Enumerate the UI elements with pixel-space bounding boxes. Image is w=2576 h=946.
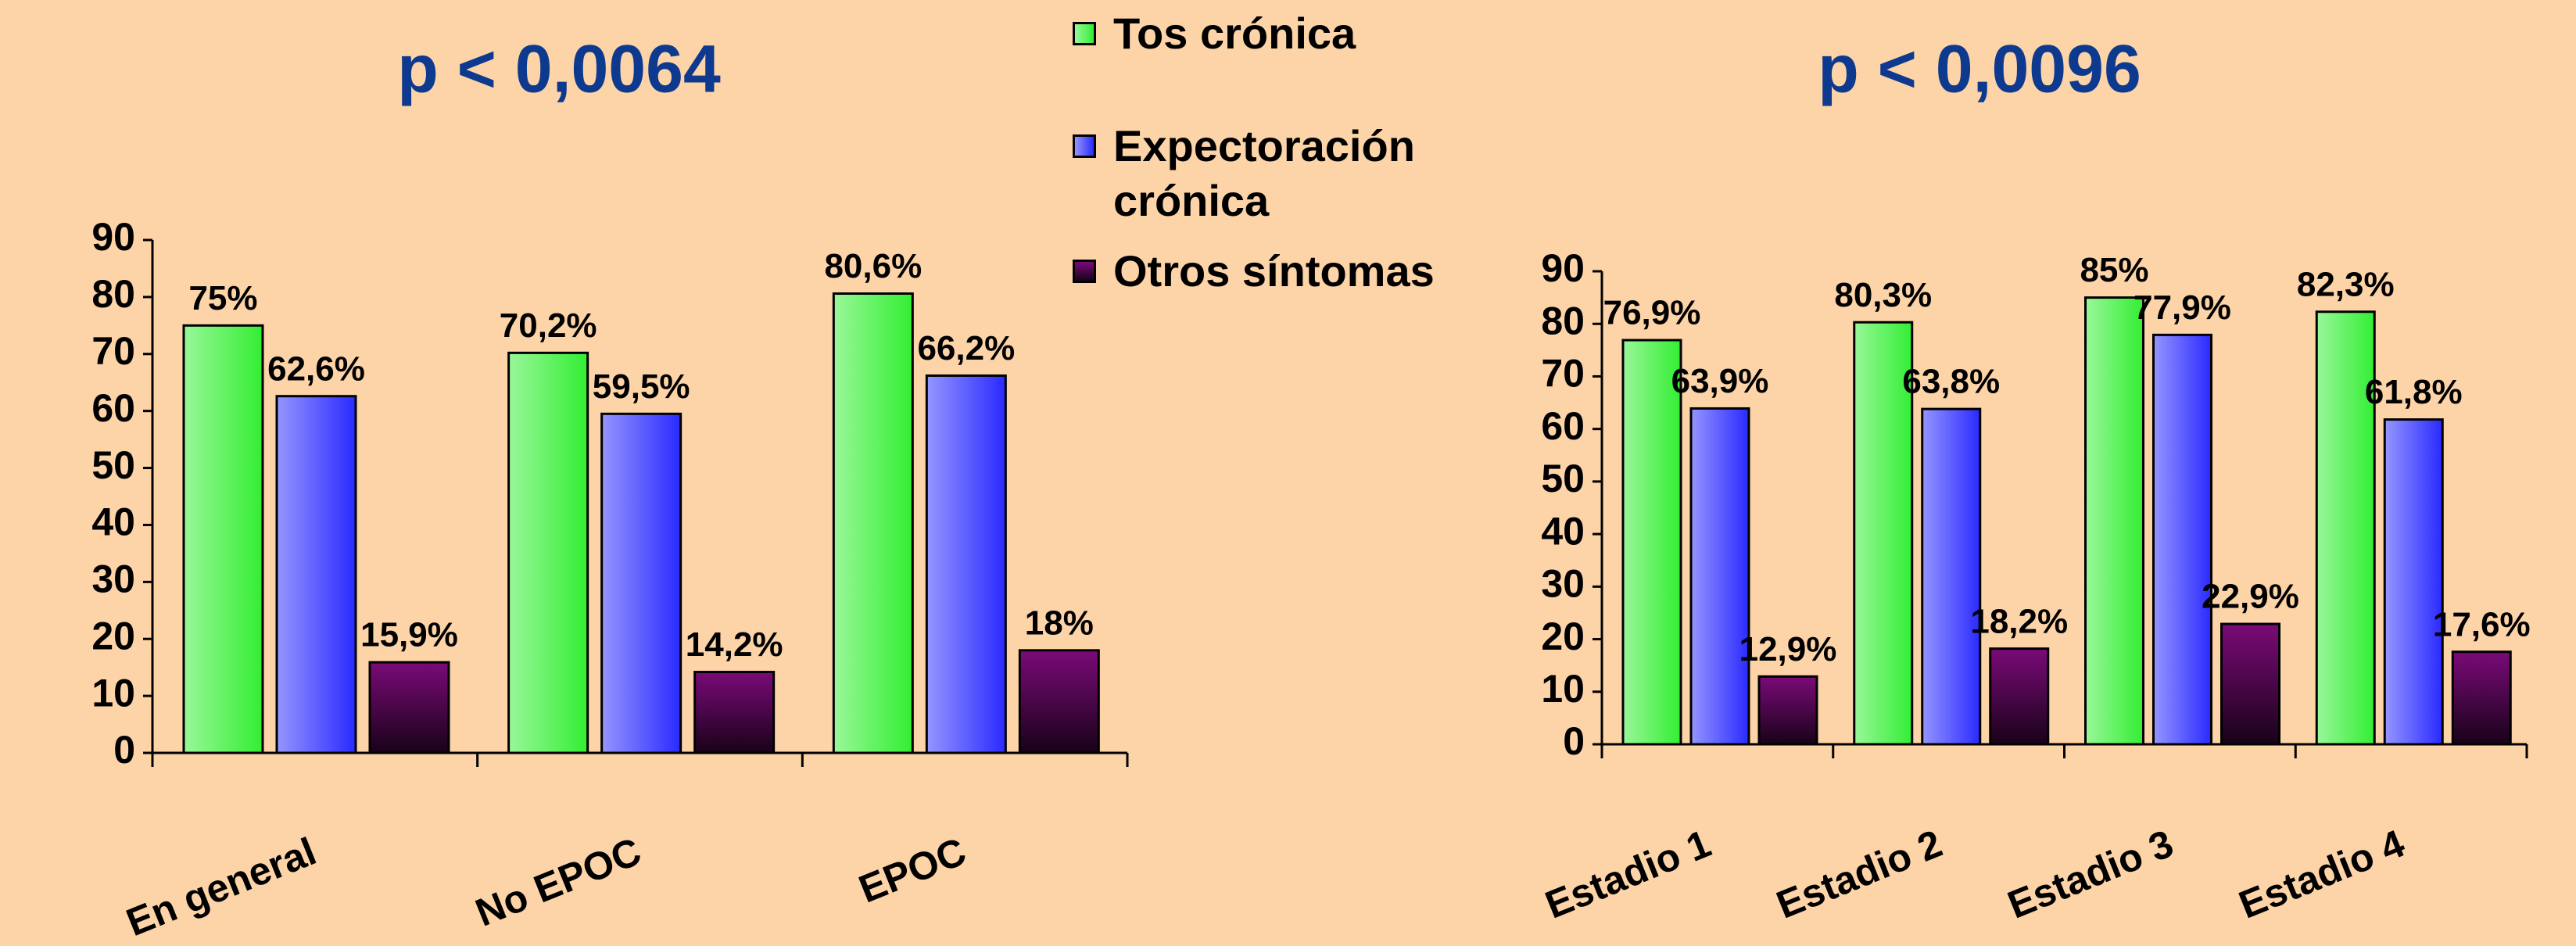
x-tick-label: Estadio 1 xyxy=(1539,822,1717,927)
bar xyxy=(1621,339,1682,746)
value-label: 18% xyxy=(1025,604,1094,642)
bar xyxy=(507,351,589,754)
legend-swatch xyxy=(1073,22,1096,45)
y-tick-label: 60 xyxy=(91,386,135,430)
value-label: 82,3% xyxy=(2297,265,2395,303)
bar xyxy=(1689,407,1750,746)
bar xyxy=(2315,310,2376,746)
value-label: 80,6% xyxy=(824,247,922,285)
value-label: 17,6% xyxy=(2433,605,2531,643)
x-tick-label: No EPOC xyxy=(470,830,647,935)
value-label: 15,9% xyxy=(360,616,458,654)
chart-title: p < 0,0064 xyxy=(397,32,721,107)
y-tick-label: 0 xyxy=(1563,719,1585,763)
y-tick-label: 20 xyxy=(91,614,135,658)
y-tick-label: 90 xyxy=(91,215,135,259)
legend-label: Expectoración crónica xyxy=(1113,121,1415,225)
y-tick-label: 10 xyxy=(1541,667,1585,711)
bar xyxy=(1921,407,1982,746)
y-tick-label: 0 xyxy=(113,728,135,772)
chart-title: p < 0,0096 xyxy=(1818,32,2141,107)
y-tick-label: 60 xyxy=(1541,404,1585,448)
y-tick-label: 80 xyxy=(91,272,135,316)
x-tick-label: Estadio 4 xyxy=(2233,821,2410,926)
bar xyxy=(182,324,264,754)
bar xyxy=(832,292,914,754)
y-tick-label: 70 xyxy=(1541,352,1585,396)
bar xyxy=(2220,622,2280,746)
legend-swatch xyxy=(1073,134,1096,158)
bar xyxy=(2084,296,2144,746)
legend-label: Otros síntomas xyxy=(1113,246,1435,296)
bar xyxy=(925,374,1007,754)
bar xyxy=(1018,649,1100,754)
y-tick-label: 80 xyxy=(1541,299,1585,342)
value-label: 76,9% xyxy=(1603,294,1701,332)
y-tick-label: 30 xyxy=(91,557,135,601)
bar xyxy=(600,412,683,754)
value-label: 63,8% xyxy=(1902,363,2000,401)
legend: Tos crónica Expectoración crónica Otros sí… xyxy=(1073,6,1479,314)
x-tick-label: EPOC xyxy=(853,830,972,912)
legend-label: Tos crónica xyxy=(1113,9,1356,58)
legend-item: Tos crónica xyxy=(1073,6,1479,61)
value-label: 18,2% xyxy=(1970,602,2068,640)
bar xyxy=(1853,321,1914,746)
value-label: 63,9% xyxy=(1671,362,1769,400)
y-tick-label: 10 xyxy=(91,671,135,715)
legend-item: Expectoración crónica xyxy=(1073,119,1479,228)
value-label: 80,3% xyxy=(1834,276,1932,314)
value-label: 22,9% xyxy=(2202,578,2299,616)
y-tick-label: 40 xyxy=(91,500,135,544)
y-tick-label: 50 xyxy=(1541,457,1585,500)
bar xyxy=(2152,333,2212,746)
value-label: 75% xyxy=(188,279,257,317)
bar xyxy=(2451,650,2512,746)
value-label: 59,5% xyxy=(593,367,690,406)
legend-swatch xyxy=(1073,260,1096,283)
y-tick-label: 40 xyxy=(1541,509,1585,553)
bar xyxy=(1757,675,1818,746)
bar xyxy=(368,661,450,754)
value-label: 61,8% xyxy=(2365,373,2463,411)
value-label: 66,2% xyxy=(917,329,1015,367)
bar xyxy=(275,395,357,754)
y-tick-label: 30 xyxy=(1541,562,1585,606)
bar xyxy=(693,670,776,754)
legend-item: Otros síntomas xyxy=(1073,244,1479,299)
x-tick-label: Estadio 3 xyxy=(2001,822,2179,927)
bar xyxy=(1989,647,2050,746)
bar xyxy=(2383,418,2444,746)
y-tick-label: 90 xyxy=(1541,246,1585,290)
y-tick-label: 20 xyxy=(1541,615,1585,658)
value-label: 12,9% xyxy=(1739,630,1837,668)
value-label: 62,6% xyxy=(267,349,365,388)
value-label: 14,2% xyxy=(686,625,783,664)
value-label: 70,2% xyxy=(500,306,597,345)
y-tick-label: 70 xyxy=(91,329,135,373)
x-tick-label: En general xyxy=(120,830,322,945)
x-tick-label: Estadio 2 xyxy=(1771,822,1948,927)
y-tick-label: 50 xyxy=(91,443,135,487)
value-label: 77,9% xyxy=(2134,288,2231,327)
value-label: 85% xyxy=(2080,251,2148,289)
